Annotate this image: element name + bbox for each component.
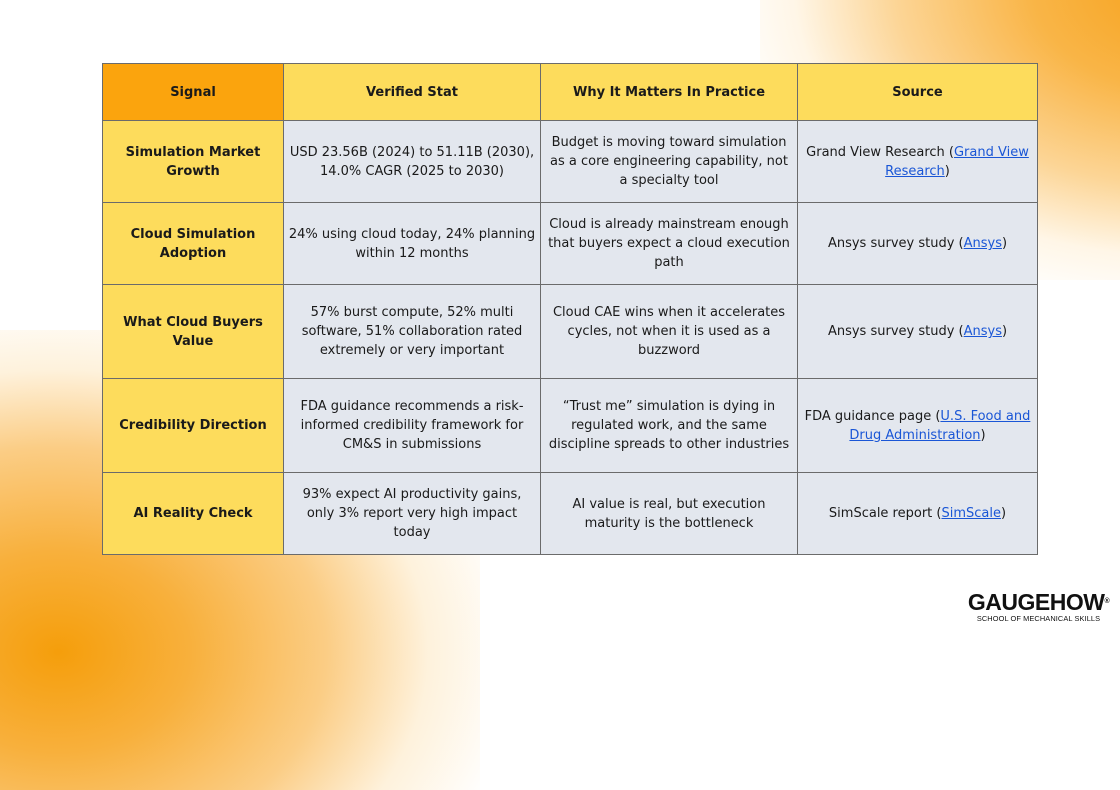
column-header-signal: Signal	[102, 63, 284, 121]
logo-wordmark: GAUGEHOW	[967, 589, 1105, 615]
table-row: What Cloud Buyers Value 57% burst comput…	[102, 284, 1038, 379]
table-row: Cloud Simulation Adoption 24% using clou…	[102, 202, 1038, 285]
logo-tagline: SCHOOL OF MECHANICAL SKILLS	[976, 614, 1101, 623]
stat-cell: 24% using cloud today, 24% planning with…	[283, 202, 541, 285]
source-text: SimScale report (	[828, 506, 942, 521]
source-link-fda[interactable]: U.S. Food and Drug Administration	[849, 408, 1031, 443]
source-text: Ansys survey study (	[827, 236, 964, 251]
source-suffix: )	[944, 163, 950, 179]
source-suffix: )	[1001, 236, 1008, 251]
stat-cell: USD 23.56B (2024) to 51.11B (2030), 14.0…	[283, 120, 541, 203]
source-text: Ansys survey study (	[827, 324, 964, 339]
why-cell: Cloud is already mainstream enough that …	[540, 202, 798, 285]
why-cell: Cloud CAE wins when it accelerates cycle…	[540, 284, 798, 379]
column-header-source: Source	[797, 63, 1038, 121]
source-cell: SimScale report (SimScale)	[797, 472, 1038, 555]
signal-cell: What Cloud Buyers Value	[102, 284, 284, 379]
column-header-verified-stat: Verified Stat	[283, 63, 541, 121]
signal-cell: Credibility Direction	[102, 378, 284, 473]
table-row: Simulation Market Growth USD 23.56B (202…	[102, 120, 1038, 203]
why-cell: “Trust me” simulation is dying in regula…	[540, 378, 798, 473]
source-cell: Ansys survey study (Ansys)	[797, 202, 1038, 285]
signal-cell: Cloud Simulation Adoption	[102, 202, 284, 285]
source-cell: FDA guidance page (U.S. Food and Drug Ad…	[797, 378, 1038, 473]
signals-table: Signal Verified Stat Why It Matters In P…	[102, 63, 1038, 555]
source-suffix: )	[980, 427, 986, 443]
gaugehow-logo: GAUGEHOW® SCHOOL OF MECHANICAL SKILLS	[956, 590, 1120, 623]
source-cell: Grand View Research (Grand View Research…	[797, 120, 1038, 203]
stat-cell: 57% burst compute, 52% multi software, 5…	[283, 284, 541, 379]
stat-cell: FDA guidance recommends a risk-informed …	[283, 378, 541, 473]
table-row: AI Reality Check 93% expect AI productiv…	[102, 472, 1038, 555]
source-link-grand-view-research[interactable]: Grand View Research	[885, 144, 1029, 179]
registered-mark: ®	[1104, 598, 1110, 605]
source-text: FDA guidance page (	[804, 408, 941, 424]
source-link-ansys[interactable]: Ansys	[963, 324, 1002, 339]
table-header-row: Signal Verified Stat Why It Matters In P…	[102, 63, 1038, 121]
signal-cell: AI Reality Check	[102, 472, 284, 555]
source-suffix: )	[1000, 506, 1007, 521]
why-cell: AI value is real, but execution maturity…	[540, 472, 798, 555]
source-suffix: )	[1001, 324, 1008, 339]
source-text: Grand View Research (	[806, 144, 954, 160]
signal-cell: Simulation Market Growth	[102, 120, 284, 203]
why-cell: Budget is moving toward simulation as a …	[540, 120, 798, 203]
source-link-simscale[interactable]: SimScale	[941, 506, 1001, 521]
table-row: Credibility Direction FDA guidance recom…	[102, 378, 1038, 473]
source-cell: Ansys survey study (Ansys)	[797, 284, 1038, 379]
source-link-ansys[interactable]: Ansys	[963, 236, 1002, 251]
stat-cell: 93% expect AI productivity gains, only 3…	[283, 472, 541, 555]
column-header-why-it-matters: Why It Matters In Practice	[540, 63, 798, 121]
